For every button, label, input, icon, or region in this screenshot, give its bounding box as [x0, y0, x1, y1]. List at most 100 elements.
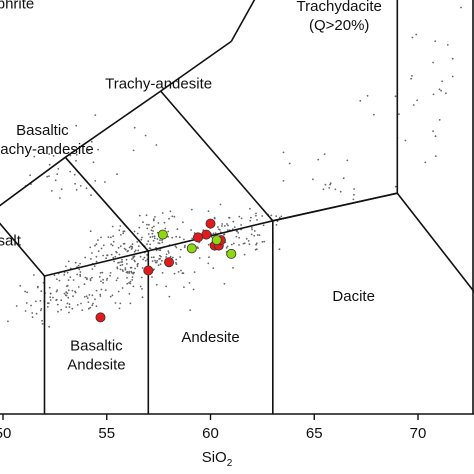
background-point [176, 228, 179, 231]
background-point [79, 273, 82, 276]
background-point [74, 261, 77, 264]
background-point [77, 264, 80, 267]
background-point [432, 61, 434, 64]
background-point [117, 246, 120, 249]
background-point [63, 292, 66, 295]
background-point [84, 256, 87, 259]
background-point [99, 293, 102, 296]
background-point [48, 325, 50, 328]
background-point [57, 168, 60, 170]
field-boundary-line [160, 90, 274, 222]
background-point [66, 271, 69, 274]
field-label-line: phrite [0, 0, 34, 12]
field-boundary-line [272, 192, 398, 222]
background-point [109, 272, 112, 274]
field-label-line: Andesite [181, 329, 239, 346]
background-point [131, 279, 134, 281]
field-label-line: Andesite [67, 357, 125, 374]
background-point [189, 309, 192, 311]
background-point [121, 287, 124, 289]
background-point [261, 241, 264, 243]
background-point [120, 234, 122, 236]
background-point [93, 265, 96, 268]
background-point [136, 241, 139, 243]
background-point [106, 277, 109, 280]
green-sample-point [186, 243, 197, 254]
green-sample-point [157, 229, 168, 240]
background-point [179, 256, 182, 258]
background-point [94, 114, 97, 116]
background-point [66, 292, 69, 295]
background-point [53, 274, 56, 277]
background-point [148, 247, 151, 250]
background-point [183, 238, 185, 241]
background-point [129, 280, 132, 283]
background-point [157, 242, 160, 244]
background-point [161, 212, 164, 214]
background-point [89, 279, 92, 282]
background-point [110, 243, 113, 246]
background-point [152, 239, 155, 242]
background-point [156, 260, 159, 262]
background-point [415, 33, 418, 36]
background-point [87, 307, 90, 310]
background-point [278, 248, 281, 251]
background-point [451, 57, 454, 60]
background-point [172, 256, 174, 259]
background-point [122, 270, 124, 272]
background-point [54, 179, 57, 182]
background-point [98, 276, 101, 278]
background-point [242, 242, 245, 245]
background-point [262, 224, 265, 227]
background-point [65, 285, 68, 288]
background-point [173, 215, 176, 218]
background-point [353, 188, 355, 190]
background-point [48, 153, 51, 156]
background-point [139, 255, 142, 258]
background-point [19, 285, 22, 287]
background-point [76, 273, 78, 276]
background-point [198, 257, 201, 259]
background-point [65, 265, 67, 268]
background-point [179, 248, 182, 251]
background-point [119, 302, 122, 305]
background-point [97, 250, 100, 253]
background-point [359, 99, 362, 102]
background-point [263, 240, 266, 243]
background-point [124, 248, 127, 251]
background-point [109, 274, 111, 277]
background-point [130, 270, 133, 273]
background-point [352, 198, 355, 201]
background-point [92, 302, 94, 305]
background-point [124, 267, 127, 269]
background-point [213, 216, 216, 219]
background-point [56, 173, 59, 176]
background-point [66, 302, 69, 305]
background-point [122, 230, 125, 233]
background-point [46, 306, 49, 308]
background-point [151, 260, 154, 262]
background-point [78, 268, 81, 271]
background-point [188, 282, 191, 284]
background-point [175, 261, 177, 264]
background-point [131, 258, 133, 260]
field-label-line: salt [0, 233, 22, 250]
background-point [100, 280, 102, 283]
background-point [394, 185, 397, 188]
background-point [114, 255, 117, 258]
background-point [67, 260, 70, 263]
background-point [253, 230, 256, 232]
background-point [56, 303, 59, 306]
background-point [35, 312, 38, 315]
background-point [74, 291, 77, 294]
background-point [226, 223, 228, 225]
background-point [60, 188, 63, 191]
background-point [207, 243, 210, 246]
background-point [91, 268, 94, 270]
background-point [56, 278, 58, 280]
background-point [245, 238, 248, 240]
background-point [55, 290, 58, 293]
background-point [40, 290, 43, 293]
background-point [113, 260, 115, 263]
background-point [79, 275, 82, 277]
